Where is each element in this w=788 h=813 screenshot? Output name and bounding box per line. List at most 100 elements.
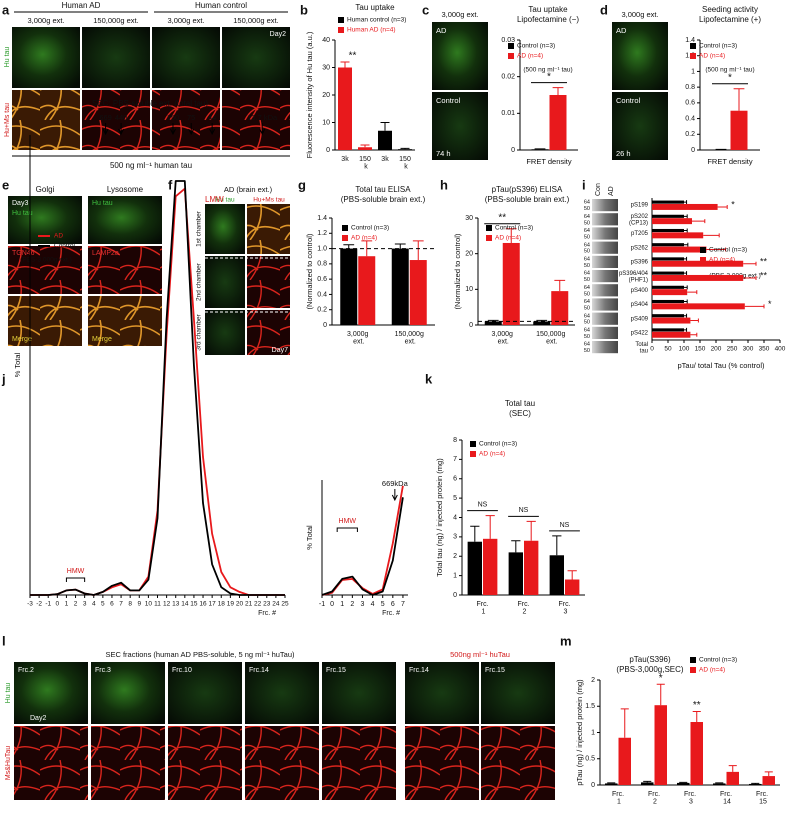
bar bbox=[483, 538, 498, 595]
micrograph bbox=[152, 90, 220, 150]
legend-swatch bbox=[690, 657, 696, 663]
significance-label: ** bbox=[349, 51, 357, 62]
error-bar bbox=[684, 313, 688, 318]
x-tick-label: 100 bbox=[679, 346, 690, 353]
legend-swatch bbox=[470, 451, 476, 457]
error-bar bbox=[692, 711, 701, 722]
mw-marker: 50 bbox=[584, 348, 590, 354]
mw-marker: 64 bbox=[584, 328, 590, 334]
y-tick-label: pS400 bbox=[631, 288, 649, 294]
significance-label: * bbox=[659, 673, 663, 684]
bar bbox=[690, 722, 703, 785]
error-bar bbox=[400, 147, 410, 150]
label: Day2 bbox=[30, 715, 46, 722]
size-marker-arrow bbox=[391, 489, 398, 502]
legend-label: AD (n=4) bbox=[479, 451, 505, 458]
error-bar bbox=[412, 240, 424, 261]
y-tick-label: 10 bbox=[465, 286, 473, 293]
x-tick-label: 23 bbox=[263, 601, 271, 608]
significance-label: NS bbox=[560, 522, 570, 529]
x-tick-label: 4 bbox=[371, 601, 375, 608]
label: Human AD bbox=[62, 1, 101, 10]
mw-marker: 64 bbox=[584, 257, 590, 263]
y-tick-label: 0.8 bbox=[685, 84, 695, 91]
legend-swatch bbox=[338, 17, 344, 23]
label: 3,000g ext. bbox=[167, 16, 204, 25]
x-tick-label: 3,000g ext. bbox=[492, 331, 514, 346]
y-tick-label: 20 bbox=[465, 251, 473, 258]
y-tick-label: 0 bbox=[453, 592, 457, 599]
x-tick-label: 15 bbox=[190, 601, 198, 608]
legend-swatch bbox=[342, 225, 348, 231]
x-tick-label: Frc. 3 bbox=[558, 601, 570, 616]
error-bar bbox=[620, 708, 629, 738]
x-tick-label: 3,000g ext. bbox=[347, 331, 369, 346]
y-tick-label: pS262 bbox=[631, 245, 649, 251]
size-marker-label: 44 bbox=[208, 113, 216, 122]
label: Hu+Ms tau bbox=[4, 103, 11, 137]
y-tick-label: 4 bbox=[453, 514, 457, 521]
bar bbox=[467, 541, 482, 595]
lane-label: Con bbox=[595, 183, 602, 196]
x-tick-label: -2 bbox=[36, 601, 42, 608]
size-marker-arrow bbox=[170, 123, 176, 136]
legend-label: Control bbox=[54, 243, 76, 250]
error-bar bbox=[554, 279, 566, 292]
chart-title: (PBS-soluble brain ext.) bbox=[485, 195, 570, 204]
error-bar bbox=[684, 242, 689, 247]
legend-swatch bbox=[486, 225, 492, 231]
bar bbox=[652, 331, 691, 338]
bar bbox=[713, 783, 726, 785]
label: TGN46 bbox=[12, 250, 35, 257]
y-tick-label: pS202 (CP13) bbox=[627, 214, 648, 227]
size-marker-arrow bbox=[188, 123, 195, 136]
legend-label: Control (n=3) bbox=[709, 247, 747, 254]
label: Hu tau bbox=[5, 683, 12, 704]
x-tick-label: Frc. 15 bbox=[756, 791, 768, 806]
mw-marker: 50 bbox=[584, 277, 590, 283]
note: (PBS-3,000g ext.) bbox=[20, 257, 72, 264]
bar bbox=[391, 248, 409, 325]
label: 3rd chamber bbox=[196, 313, 203, 350]
error-bar bbox=[679, 781, 688, 783]
size-marker-label: 13.7 kDa bbox=[247, 113, 278, 122]
x-tick-label: -1 bbox=[319, 601, 325, 608]
significance-label: ** bbox=[760, 256, 768, 266]
x-tick-label: 12 bbox=[163, 601, 171, 608]
hmw-bracket bbox=[336, 527, 358, 532]
y-tick-label: 0.2 bbox=[317, 307, 327, 314]
error-bar bbox=[684, 285, 688, 290]
mw-marker: 50 bbox=[584, 334, 590, 340]
x-tick-label: Frc. 1 bbox=[612, 791, 624, 806]
bar bbox=[652, 274, 744, 281]
legend-label: AD (n=4) bbox=[699, 667, 725, 674]
micrograph bbox=[91, 726, 165, 800]
error-bar bbox=[552, 535, 562, 556]
micrograph bbox=[247, 310, 290, 355]
legend-label: Control (n=3) bbox=[495, 225, 533, 232]
error-bar bbox=[743, 275, 757, 280]
blot-band bbox=[592, 227, 618, 240]
label: 3,000g ext. bbox=[27, 16, 64, 25]
label: 3,000g ext. bbox=[621, 10, 658, 19]
x-tick-label: 2 bbox=[74, 601, 78, 608]
error-bar bbox=[552, 87, 564, 95]
x-tick-label: 350 bbox=[759, 346, 770, 353]
bar bbox=[730, 110, 748, 150]
label: Golgi bbox=[36, 185, 55, 194]
label: Merge bbox=[12, 336, 32, 343]
chart-title: pTau(S396) bbox=[629, 655, 671, 664]
error-bar bbox=[764, 771, 773, 777]
x-tick-label: 6 bbox=[110, 601, 114, 608]
error-bar bbox=[656, 683, 665, 706]
bar bbox=[652, 218, 692, 225]
y-tick-label: 5 bbox=[453, 495, 457, 502]
micrograph bbox=[245, 662, 319, 724]
bar bbox=[652, 214, 684, 218]
label: Hu tau bbox=[4, 47, 11, 68]
x-tick-label: -3 bbox=[27, 601, 33, 608]
x-tick-label: 0 bbox=[650, 346, 654, 353]
significance-label: * bbox=[547, 71, 551, 82]
legend-swatch bbox=[338, 27, 344, 33]
label: 150,000g ext. bbox=[93, 16, 138, 25]
